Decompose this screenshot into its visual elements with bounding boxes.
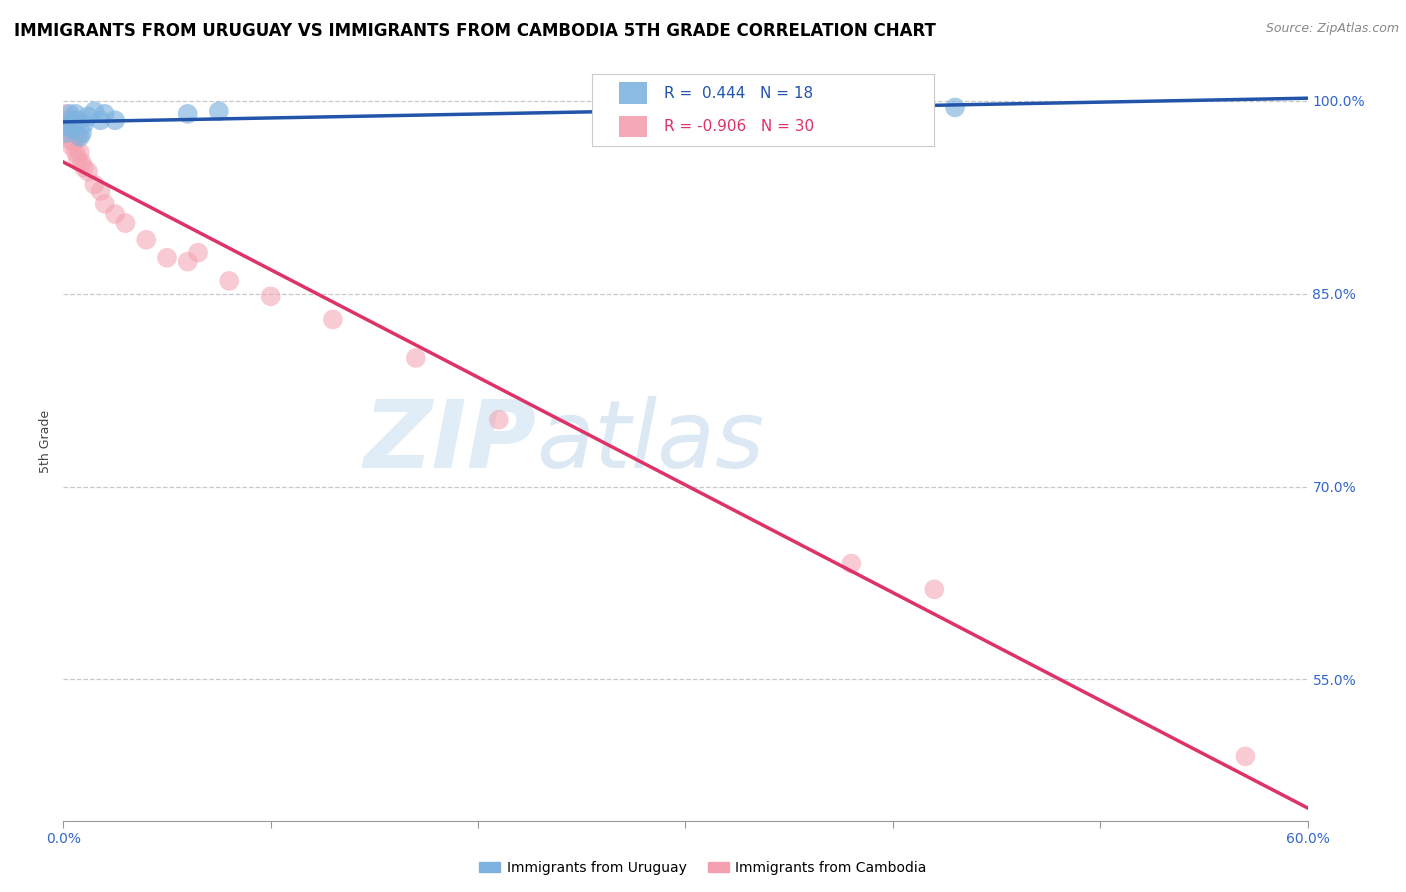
Point [66, 152, 89, 166]
Point [58, 132, 80, 146]
Point [58, 107, 80, 121]
Point [93, 196, 117, 211]
Point [405, 351, 427, 365]
Point [66, 130, 89, 145]
Point [77, 164, 100, 178]
Point [488, 413, 510, 427]
Point [322, 312, 344, 326]
Point [53, 126, 76, 140]
Point [65, 107, 87, 121]
Point [56, 120, 79, 134]
Point [1234, 749, 1257, 764]
Point [70, 155, 93, 169]
Point [69, 130, 91, 145]
Y-axis label: 5th Grade: 5th Grade [39, 410, 52, 473]
Point [62, 122, 84, 136]
Point [66, 113, 89, 128]
Point [104, 207, 127, 221]
Point [90, 113, 112, 128]
Point [73, 117, 96, 131]
Text: ZIP: ZIP [363, 395, 536, 488]
Point [83, 178, 105, 192]
Point [177, 107, 200, 121]
Point [218, 274, 240, 288]
Legend: Immigrants from Uruguay, Immigrants from Cambodia: Immigrants from Uruguay, Immigrants from… [474, 855, 932, 880]
Point [60, 126, 83, 140]
Point [70, 126, 93, 140]
Point [156, 251, 179, 265]
Point [90, 184, 112, 198]
Point [83, 104, 105, 119]
Text: Source: ZipAtlas.com: Source: ZipAtlas.com [1265, 22, 1399, 36]
Point [69, 145, 91, 160]
Point [114, 216, 136, 230]
Point [177, 254, 200, 268]
Point [841, 557, 863, 571]
Point [187, 245, 209, 260]
Point [104, 113, 127, 128]
Point [77, 110, 100, 124]
Point [56, 113, 79, 128]
Point [260, 289, 283, 303]
Point [73, 161, 96, 175]
Point [208, 104, 231, 119]
Point [135, 233, 157, 247]
Point [65, 145, 87, 160]
Text: IMMIGRANTS FROM URUGUAY VS IMMIGRANTS FROM CAMBODIA 5TH GRADE CORRELATION CHART: IMMIGRANTS FROM URUGUAY VS IMMIGRANTS FR… [14, 22, 936, 40]
Point [943, 100, 966, 114]
Point [93, 107, 117, 121]
Point [924, 582, 946, 597]
Text: atlas: atlas [536, 396, 765, 487]
Point [62, 135, 84, 149]
Point [60, 113, 83, 128]
Point [60, 139, 83, 153]
Point [53, 107, 76, 121]
